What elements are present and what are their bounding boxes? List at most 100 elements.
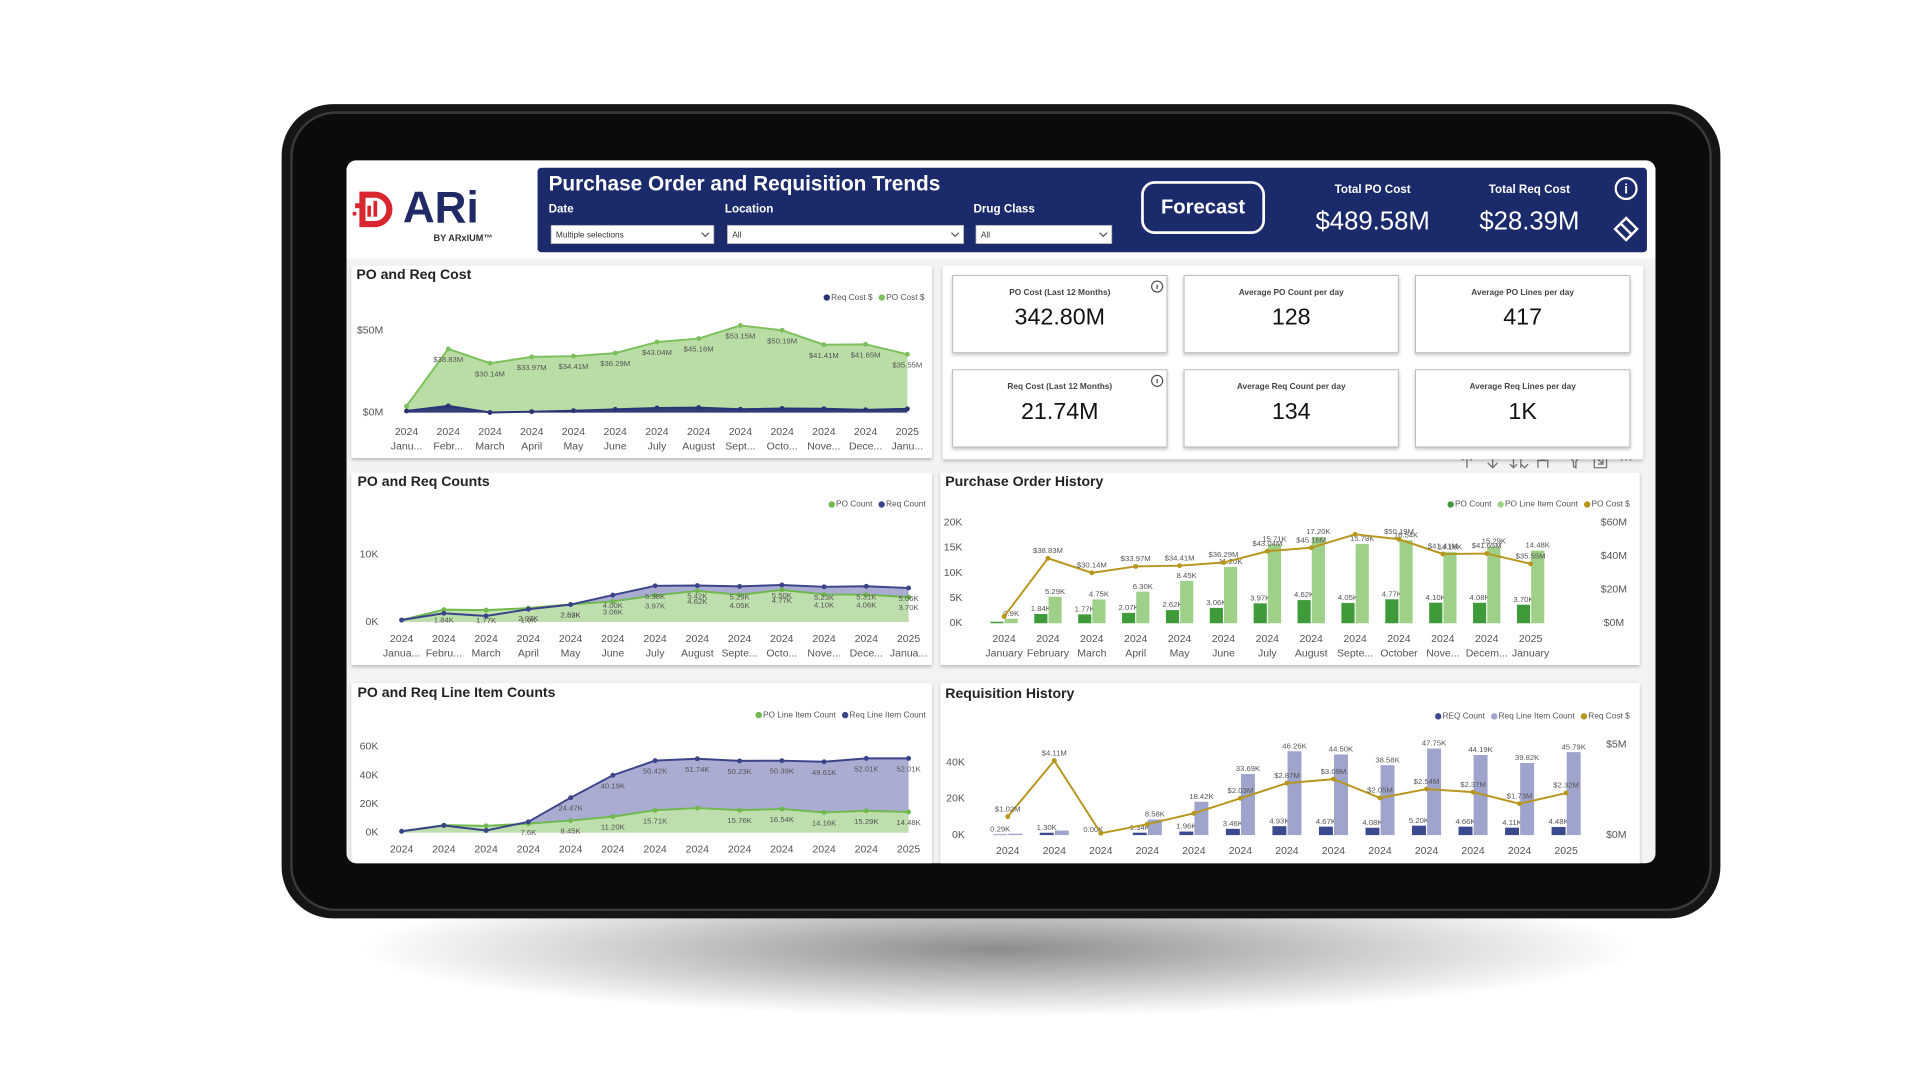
x-tick-month: August bbox=[681, 648, 714, 660]
dropdown-chevron bbox=[950, 232, 960, 238]
data-label: 15.29K bbox=[854, 817, 879, 826]
x-tick-year: 2024 bbox=[1168, 633, 1192, 645]
data-point bbox=[696, 336, 702, 342]
data-label: 11.20K bbox=[1219, 557, 1244, 566]
bar bbox=[1194, 801, 1209, 836]
tagline: BY ARxIUM™ bbox=[433, 233, 492, 243]
y-tick-label: 15K bbox=[944, 542, 963, 554]
kpi-info-icon[interactable] bbox=[1151, 374, 1164, 387]
data-point bbox=[568, 602, 574, 608]
x-tick-month: May bbox=[561, 648, 582, 660]
x-tick-year: 2024 bbox=[1431, 633, 1455, 645]
data-label: 4.62K bbox=[687, 597, 708, 606]
data-point bbox=[906, 585, 912, 591]
data-label: 52.01K bbox=[854, 764, 879, 773]
filter-dropdown[interactable] bbox=[550, 224, 715, 245]
data-point bbox=[1440, 551, 1446, 557]
bar bbox=[1318, 826, 1333, 836]
x-tick-year: 2024 bbox=[432, 633, 456, 645]
data-point bbox=[1144, 821, 1150, 827]
kpi-label: Average PO Count per day bbox=[1239, 287, 1344, 297]
data-label: 14.16K bbox=[812, 818, 837, 827]
bar bbox=[1429, 602, 1443, 624]
data-point bbox=[1177, 563, 1183, 569]
filter-label: Location bbox=[725, 202, 773, 215]
data-label: 1.30K bbox=[1037, 823, 1058, 832]
data-label: $2.05M bbox=[1367, 786, 1393, 795]
data-point bbox=[652, 758, 658, 764]
data-label: 14.16K bbox=[1438, 542, 1463, 551]
x-tick-label: 2024 bbox=[1275, 845, 1299, 857]
bar bbox=[1412, 825, 1426, 836]
filter-value: All bbox=[981, 229, 990, 239]
x-tick-month: March bbox=[472, 648, 501, 660]
data-point bbox=[612, 350, 618, 356]
data-label: $45.16M bbox=[1296, 535, 1326, 544]
kpi-card bbox=[1415, 275, 1631, 354]
data-point bbox=[1051, 758, 1057, 764]
data-label: $41.65M bbox=[1472, 541, 1502, 550]
data-point bbox=[863, 407, 869, 413]
forecast-button[interactable] bbox=[1141, 181, 1266, 235]
x-tick-year: 2024 bbox=[686, 633, 710, 645]
x-tick-label: 2025 bbox=[1554, 845, 1578, 857]
data-point bbox=[1517, 801, 1523, 807]
kpi-card bbox=[952, 369, 1168, 448]
x-tick-year: 2024 bbox=[643, 633, 667, 645]
x-tick-year: 2024 bbox=[812, 633, 836, 645]
data-label: $34.41M bbox=[1165, 553, 1195, 562]
data-label: 1.77K bbox=[1075, 605, 1096, 614]
forecast-button-label[interactable]: Forecast bbox=[1161, 197, 1245, 219]
data-label: 40.19K bbox=[601, 781, 626, 790]
bar bbox=[993, 834, 1008, 836]
kpi-info-icon[interactable] bbox=[1151, 280, 1164, 293]
data-point bbox=[654, 339, 660, 345]
x-tick-year: 2024 bbox=[474, 633, 498, 645]
filter-dropdown[interactable] bbox=[975, 224, 1113, 245]
bar bbox=[1209, 607, 1223, 624]
bar bbox=[1487, 546, 1501, 624]
data-point bbox=[821, 809, 827, 815]
legend-label: PO Count bbox=[1455, 499, 1492, 509]
dashboard: ARi BY ARxIUM™ Purchase Order and Requis… bbox=[346, 160, 1656, 864]
x-tick-month: August bbox=[682, 441, 715, 453]
info-icon[interactable] bbox=[1614, 177, 1638, 201]
bar bbox=[1505, 827, 1520, 836]
data-label: 2.07K bbox=[518, 614, 539, 623]
x-tick-label: 2024 bbox=[643, 844, 667, 856]
bar bbox=[1443, 552, 1457, 624]
kpi-value: 128 bbox=[1272, 304, 1311, 330]
data-label: 50.23K bbox=[727, 767, 752, 776]
x-tick-year: 2024 bbox=[1080, 633, 1104, 645]
data-label: 46.26K bbox=[1282, 741, 1307, 750]
x-tick-year: 2025 bbox=[1519, 633, 1543, 645]
y-tick-label: 40K bbox=[946, 756, 965, 768]
data-label: 5.50K bbox=[772, 591, 793, 600]
x-tick-year: 2024 bbox=[1475, 633, 1499, 645]
data-point bbox=[1528, 561, 1534, 567]
x-tick-month: Decem... bbox=[1466, 648, 1508, 660]
data-label: 18.42K bbox=[1189, 792, 1214, 801]
data-point bbox=[1352, 531, 1358, 537]
x-tick-year: 2024 bbox=[520, 426, 544, 438]
x-tick-month: June bbox=[601, 648, 624, 660]
data-point bbox=[906, 809, 912, 815]
chart-panel: PO and Req Line Item Counts 0K 20K 40K 60K 20… bbox=[351, 683, 932, 864]
data-point bbox=[694, 588, 700, 594]
data-label: 4.93K bbox=[1269, 816, 1290, 825]
data-label: 0.9K bbox=[1003, 609, 1020, 618]
x-tick-month: Dece... bbox=[849, 441, 882, 453]
data-point bbox=[737, 322, 743, 328]
eraser-icon[interactable] bbox=[1613, 216, 1639, 242]
y2-tick-label: $60M bbox=[1601, 517, 1627, 529]
y-tick-label: 20K bbox=[946, 793, 965, 805]
data-point bbox=[1098, 830, 1104, 836]
x-tick-label: 2025 bbox=[897, 844, 921, 856]
data-point bbox=[652, 807, 658, 813]
x-tick-year: 2024 bbox=[601, 633, 625, 645]
filter-dropdown[interactable] bbox=[726, 224, 965, 245]
x-tick-month: June bbox=[604, 441, 627, 453]
data-point bbox=[779, 806, 785, 812]
bar bbox=[1399, 540, 1413, 624]
expand-all[interactable] bbox=[1509, 455, 1529, 469]
